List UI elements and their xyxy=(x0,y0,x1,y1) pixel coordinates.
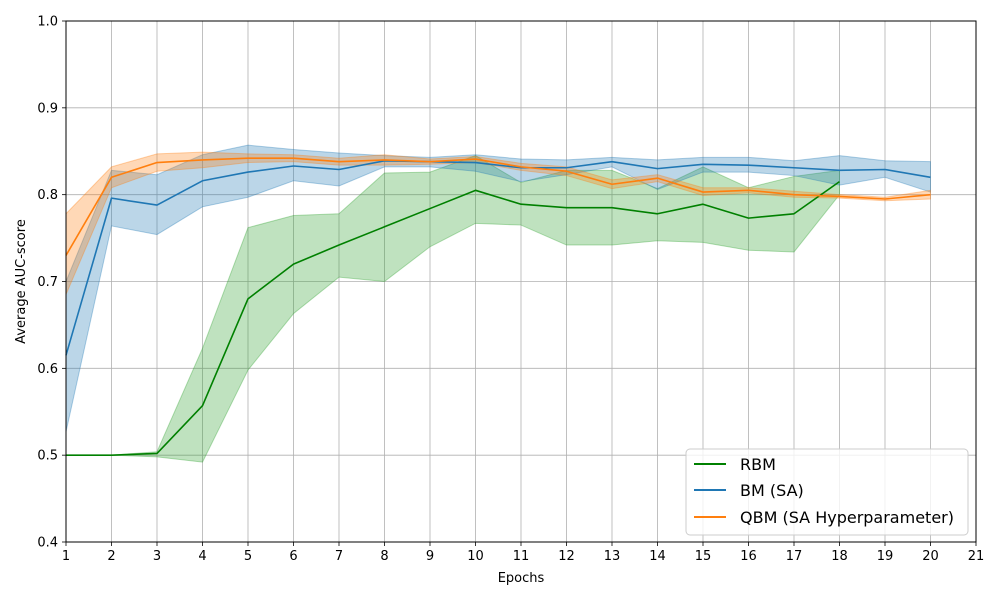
x-tick-label: 5 xyxy=(244,549,252,564)
legend: RBM BM (SA) QBM (SA Hyperparameter) xyxy=(685,448,969,536)
band-qbm-sa-hyperparameter xyxy=(65,151,931,295)
y-tick-label: 1.0 xyxy=(37,15,58,30)
x-tick-label: 3 xyxy=(153,549,161,564)
y-tick-label: 0.6 xyxy=(37,362,58,377)
y-tick-label: 0.5 xyxy=(37,449,58,464)
x-tick-label: 7 xyxy=(335,549,343,564)
line-rbm xyxy=(66,180,840,456)
line-qbm-sa-hyperparameter xyxy=(65,157,931,256)
y-axis-ticks: 0.4 0.5 0.6 0.7 0.8 0.9 1.0 xyxy=(37,15,66,551)
x-tick-label: 13 xyxy=(604,549,621,564)
legend-label-bm-sa: BM (SA) xyxy=(740,481,804,500)
x-tick-label: 9 xyxy=(426,549,434,564)
x-tick-label: 8 xyxy=(380,549,388,564)
x-tick-label: 17 xyxy=(786,549,803,564)
x-tick-label: 10 xyxy=(467,549,484,564)
x-axis-ticks: 1 2 3 4 5 6 7 8 9 10 11 12 13 14 15 16 17 18 19 20 21 xyxy=(62,542,984,564)
x-tick-label: 6 xyxy=(289,549,297,564)
x-tick-label: 4 xyxy=(198,549,206,564)
y-tick-label: 0.8 xyxy=(37,188,58,203)
line-bm-sa xyxy=(65,160,931,356)
series-lines xyxy=(65,157,931,456)
x-tick-label: 11 xyxy=(513,549,530,564)
legend-box xyxy=(685,448,969,536)
x-tick-label: 12 xyxy=(558,549,575,564)
x-tick-label: 18 xyxy=(831,549,848,564)
x-tick-label: 15 xyxy=(695,549,712,564)
legend-label-qbm: QBM (SA Hyperparameter) xyxy=(740,508,954,527)
x-tick-label: 1 xyxy=(62,549,70,564)
y-tick-label: 0.9 xyxy=(37,101,58,116)
x-tick-label: 19 xyxy=(877,549,894,564)
band-bm-sa xyxy=(65,144,931,432)
y-axis-label: Average AUC-score xyxy=(14,219,29,344)
x-tick-label: 16 xyxy=(740,549,757,564)
x-tick-label: 21 xyxy=(968,549,985,564)
x-tick-label: 2 xyxy=(107,549,115,564)
y-tick-label: 0.7 xyxy=(37,275,58,290)
y-tick-label: 0.4 xyxy=(37,536,58,551)
x-axis-label: Epochs xyxy=(498,571,545,586)
x-tick-label: 14 xyxy=(649,549,666,564)
legend-label-rbm: RBM xyxy=(740,455,776,474)
x-tick-label: 20 xyxy=(922,549,939,564)
